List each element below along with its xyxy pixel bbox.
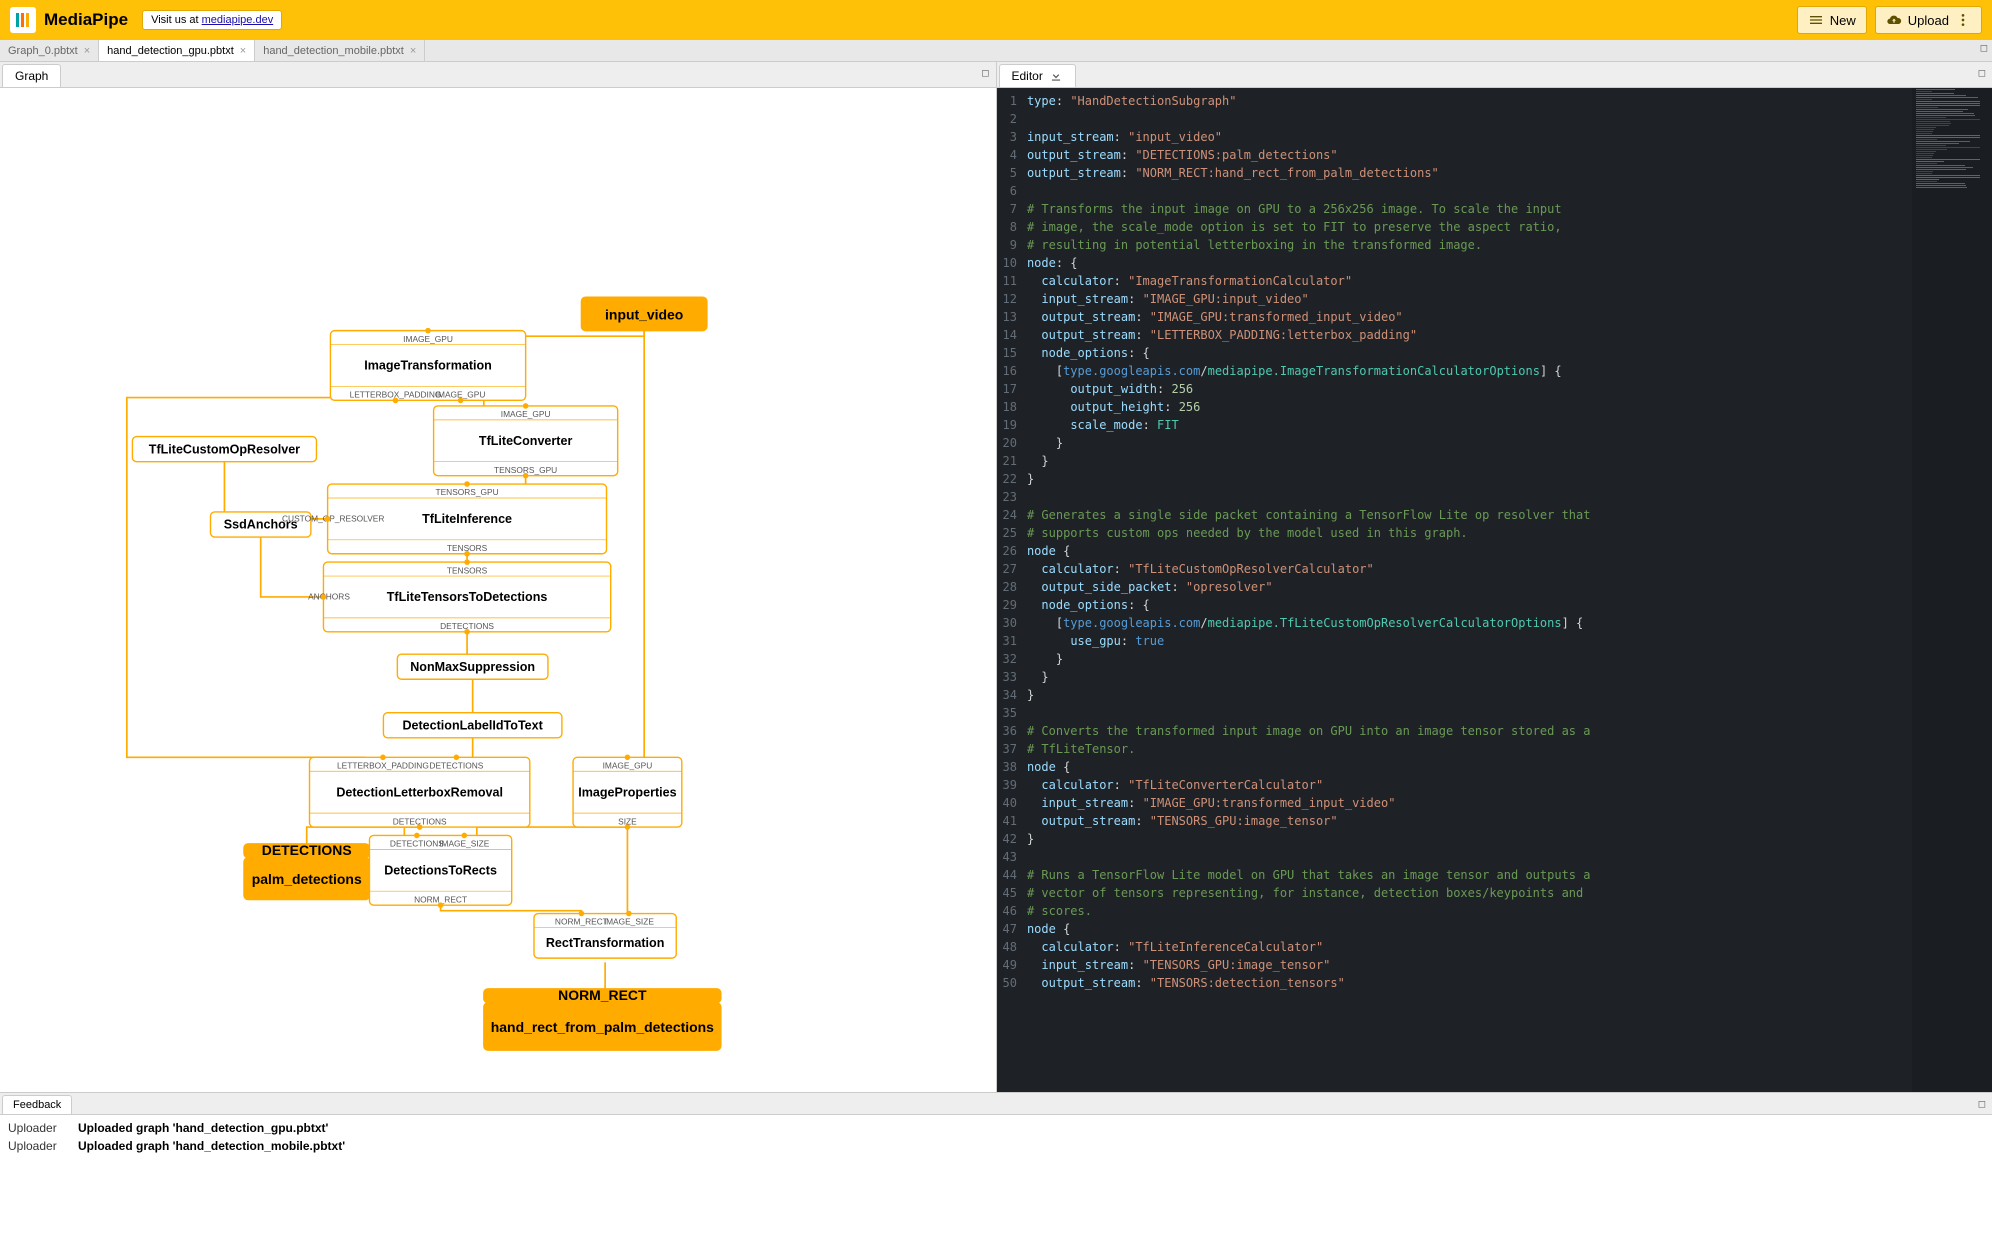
graph-node-custom_op[interactable]: TfLiteCustomOpResolver [132, 437, 316, 462]
svg-text:IMAGE_GPU: IMAGE_GPU [603, 760, 653, 770]
code-body[interactable]: type: "HandDetectionSubgraph" input_stre… [1027, 88, 1992, 1092]
upload-label: Upload [1908, 13, 1949, 28]
svg-text:DetectionLabelIdToText: DetectionLabelIdToText [402, 718, 543, 732]
graph-io-palm_detections[interactable]: DETECTIONS palm_detections [244, 842, 370, 900]
graph-panel-tabs: Graph ◻ [0, 62, 996, 88]
feedback-row: Uploader Uploaded graph 'hand_detection_m… [8, 1137, 1984, 1155]
graph-io-hand_rect[interactable]: NORM_RECT hand_rect_from_palm_detections [484, 987, 721, 1050]
expand-icon[interactable]: ◻ [1980, 43, 1988, 54]
svg-text:DETECTIONS: DETECTIONS [262, 842, 352, 858]
app-logo [10, 7, 36, 33]
svg-text:ImageProperties: ImageProperties [578, 785, 676, 799]
svg-text:NORM_RECT: NORM_RECT [558, 987, 647, 1003]
graph-io-input_video[interactable]: input_video [581, 297, 707, 330]
svg-text:ANCHORS: ANCHORS [308, 592, 350, 602]
editor-tab[interactable]: Editor [999, 64, 1076, 87]
graph-node-nms[interactable]: NonMaxSuppression [397, 654, 548, 679]
svg-text:TfLiteCustomOpResolver: TfLiteCustomOpResolver [149, 442, 300, 456]
line-gutter: 1234567891011121314151617181920212223242… [997, 88, 1027, 1092]
graph-panel: Graph ◻ input_video DETECTIONS palm_detect… [0, 62, 997, 1092]
graph-tab[interactable]: Graph [2, 64, 61, 87]
svg-text:RectTransformation: RectTransformation [546, 936, 665, 950]
svg-text:CUSTOM_OP_RESOLVER: CUSTOM_OP_RESOLVER [282, 514, 384, 524]
expand-icon[interactable]: ◻ [981, 68, 989, 79]
svg-text:IMAGE_SIZE: IMAGE_SIZE [439, 839, 490, 849]
new-button[interactable]: New [1797, 6, 1867, 34]
graph-node-converter[interactable]: IMAGE_GPUTENSORS_GPUTfLiteConverter [434, 403, 618, 478]
file-tab[interactable]: hand_detection_gpu.pbtxt × [99, 40, 255, 61]
visit-prefix: Visit us at [151, 14, 202, 26]
feedback-log: Uploader Uploaded graph 'hand_detection_g… [0, 1115, 1992, 1242]
more-vert-icon [1955, 12, 1971, 28]
graph-node-tensors2d[interactable]: TENSORSDETECTIONSANCHORSTfLiteTensorsToD… [308, 559, 611, 634]
svg-text:IMAGE_SIZE: IMAGE_SIZE [604, 917, 655, 927]
svg-text:DetectionLetterboxRemoval: DetectionLetterboxRemoval [336, 785, 503, 799]
visit-link-box[interactable]: Visit us at mediapipe.dev [142, 10, 282, 30]
download-icon[interactable] [1049, 69, 1063, 83]
visit-link[interactable]: mediapipe.dev [202, 14, 274, 26]
menu-icon [1808, 12, 1824, 28]
feedback-source: Uploader [8, 1121, 68, 1135]
graph-node-imgprops[interactable]: IMAGE_GPUSIZEImageProperties [573, 755, 682, 830]
file-tab-label: hand_detection_mobile.pbtxt [263, 45, 404, 57]
feedback-source: Uploader [8, 1139, 68, 1153]
svg-text:NORM_RECT: NORM_RECT [555, 917, 608, 927]
svg-text:hand_rect_from_palm_detections: hand_rect_from_palm_detections [491, 1019, 714, 1035]
close-icon[interactable]: × [84, 45, 90, 57]
svg-text:palm_detections: palm_detections [252, 871, 362, 887]
code-editor[interactable]: 1234567891011121314151617181920212223242… [997, 88, 1992, 1092]
feedback-row: Uploader Uploaded graph 'hand_detection_g… [8, 1119, 1984, 1137]
feedback-tabs: Feedback ◻ [0, 1093, 1992, 1115]
feedback-panel: Feedback ◻ Uploader Uploaded graph 'hand_… [0, 1092, 1992, 1242]
expand-icon[interactable]: ◻ [1978, 1099, 1986, 1110]
graph-node-inference[interactable]: TENSORS_GPUTENSORSCUSTOM_OP_RESOLVERTfLi… [282, 481, 606, 556]
svg-text:IMAGE_GPU: IMAGE_GPU [501, 409, 551, 419]
editor-tab-label: Editor [1012, 69, 1043, 83]
editor-panel-tabs: Editor ◻ [997, 62, 1992, 88]
svg-text:DetectionsToRects: DetectionsToRects [384, 863, 497, 877]
editor-panel: Editor ◻ 1234567891011121314151617181920… [997, 62, 1992, 1092]
file-tab-bar: Graph_0.pbtxt×hand_detection_gpu.pbtxt×h… [0, 40, 1992, 62]
svg-text:input_video: input_video [605, 306, 683, 322]
new-label: New [1830, 13, 1856, 28]
graph-tab-label: Graph [15, 69, 48, 83]
svg-text:TfLiteTensorsToDetections: TfLiteTensorsToDetections [387, 590, 548, 604]
svg-text:IMAGE_GPU: IMAGE_GPU [403, 334, 453, 344]
file-tab[interactable]: hand_detection_mobile.pbtxt × [255, 40, 425, 61]
feedback-tab[interactable]: Feedback [2, 1095, 72, 1114]
app-header: MediaPipe Visit us at mediapipe.dev New … [0, 0, 1992, 40]
graph-node-img_trans[interactable]: IMAGE_GPULETTERBOX_PADDINGIMAGE_GPUImage… [330, 328, 525, 403]
upload-button[interactable]: Upload [1875, 6, 1982, 34]
graph-node-recttrans[interactable]: NORM_RECTIMAGE_SIZE RectTransformation [534, 911, 676, 958]
graph-node-letterrm[interactable]: LETTERBOX_PADDINGDETECTIONSDETECTIONSDet… [310, 755, 530, 830]
svg-text:LETTERBOX_PADDING: LETTERBOX_PADDING [337, 760, 429, 770]
svg-text:TENSORS_GPU: TENSORS_GPU [435, 487, 498, 497]
graph-canvas[interactable]: input_video DETECTIONS palm_detections NORM… [0, 88, 996, 1092]
svg-text:TfLiteInference: TfLiteInference [422, 512, 512, 526]
svg-text:TENSORS: TENSORS [447, 565, 488, 575]
app-title: MediaPipe [44, 10, 128, 30]
file-tab-label: Graph_0.pbtxt [8, 45, 78, 57]
feedback-message: Uploaded graph 'hand_detection_mobile.pb… [78, 1139, 345, 1153]
svg-text:TfLiteConverter: TfLiteConverter [479, 434, 573, 448]
graph-node-det2rect[interactable]: DETECTIONSIMAGE_SIZENORM_RECTDetectionsT… [369, 833, 511, 908]
cloud-upload-icon [1886, 12, 1902, 28]
feedback-message: Uploaded graph 'hand_detection_gpu.pbtxt… [78, 1121, 328, 1135]
expand-icon[interactable]: ◻ [1978, 68, 1986, 79]
feedback-tab-label: Feedback [13, 1099, 61, 1111]
close-icon[interactable]: × [240, 45, 246, 57]
close-icon[interactable]: × [410, 45, 416, 57]
svg-text:NonMaxSuppression: NonMaxSuppression [410, 660, 535, 674]
file-tab-label: hand_detection_gpu.pbtxt [107, 45, 234, 57]
svg-text:DETECTIONS: DETECTIONS [390, 839, 444, 849]
main-split: Graph ◻ input_video DETECTIONS palm_detect… [0, 62, 1992, 1092]
svg-text:DETECTIONS: DETECTIONS [429, 760, 483, 770]
graph-node-dlabel[interactable]: DetectionLabelIdToText [383, 713, 561, 738]
svg-text:ImageTransformation: ImageTransformation [364, 359, 492, 373]
file-tab[interactable]: Graph_0.pbtxt × [0, 40, 99, 61]
